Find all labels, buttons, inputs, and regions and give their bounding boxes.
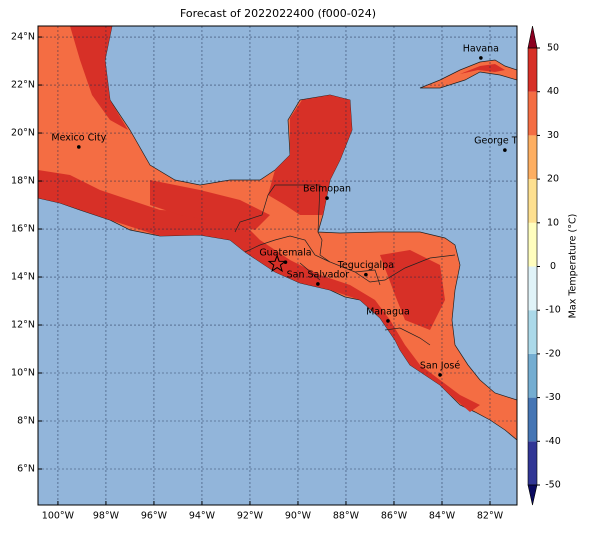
cities: Mexico City Havana George Town Belmopan Guat… [51, 43, 535, 377]
x-tick-label: 88°W [333, 511, 360, 522]
city-label: Managua [366, 306, 410, 317]
colorbar-segment [528, 310, 537, 354]
x-tick-label: 84°W [429, 511, 456, 522]
colorbar-over [527, 25, 538, 49]
city-label: George Town [474, 136, 535, 147]
y-tick-label: 22°N [11, 80, 35, 91]
x-tick-label: 86°W [381, 511, 408, 522]
city-dot [386, 319, 390, 323]
colorbar-segment [528, 353, 537, 398]
colorbar-label: Max Temperature (°C) [568, 214, 579, 319]
city-label: Guatemala [259, 248, 311, 259]
city-label: Havana [463, 43, 499, 54]
colorbar-segment [528, 179, 537, 223]
x-tick-label: 90°W [285, 511, 312, 522]
city-dot [325, 196, 329, 200]
colorbar-tick-label: 20 [547, 174, 559, 185]
y-tick-label: 24°N [11, 32, 35, 43]
y-tick-label: 18°N [11, 176, 35, 187]
city-label: San José [420, 360, 460, 371]
colorbar-tick-label: -10 [545, 305, 561, 316]
title: Forecast of 2022022400 (f000-024) [180, 7, 376, 20]
colorbar-tick-label: -20 [545, 348, 561, 359]
colorbar-tick-label: -30 [545, 392, 561, 403]
city-dot [503, 148, 507, 152]
land [38, 26, 517, 441]
city-label: Mexico City [51, 132, 106, 143]
border [234, 184, 456, 346]
colorbar-segment [528, 222, 537, 267]
x-tick-label: 92°W [237, 511, 264, 522]
y-tick-label: 10°N [11, 368, 35, 379]
warm-zone [70, 26, 128, 130]
x-tick-label: 100°W [42, 511, 75, 522]
map-frame [37, 25, 518, 506]
x-tick-label: 82°W [477, 511, 504, 522]
y-tick-label: 20°N [11, 128, 35, 139]
warm-zone [38, 170, 480, 412]
colorbar-segment [528, 266, 537, 311]
city-label: Belmopan [303, 184, 351, 195]
colorbar-tick-label: -50 [545, 480, 561, 491]
warm-zone [460, 64, 505, 74]
colorbar-tick-label: 30 [547, 130, 559, 141]
x-tick-label: 94°W [189, 511, 216, 522]
city-label: San Salvador [287, 269, 350, 280]
colorbar-tick-label: 0 [550, 261, 556, 272]
star-marker [267, 254, 287, 273]
colorbar-tick-label: 50 [547, 43, 559, 54]
y-tick-label: 6°N [17, 464, 35, 475]
city-dot [316, 282, 320, 286]
city-dot [438, 373, 442, 377]
y-tick-label: 16°N [11, 224, 35, 235]
colorbar-tick-label: 10 [547, 217, 559, 228]
colorbar-segment [528, 441, 537, 485]
colorbar-segment [528, 397, 537, 442]
city-dot [77, 145, 81, 149]
y-tick-label: 12°N [11, 320, 35, 331]
colorbar-segment [528, 91, 537, 136]
x-tick-label: 96°W [141, 511, 168, 522]
colorbar-under [527, 484, 538, 506]
colorbar-segment [528, 135, 537, 180]
warm-zone [380, 250, 445, 330]
colorbar-tick-label: 40 [547, 86, 559, 97]
warm-zone [150, 180, 270, 230]
colorbar-tick-label: -40 [545, 436, 561, 447]
city-dot [364, 272, 368, 277]
city-label: Tegucigalpa [337, 260, 394, 271]
y-tick-label: 14°N [11, 272, 35, 283]
city-dot [479, 56, 483, 60]
colorbar-segment [528, 48, 537, 92]
y-tick-label: 8°N [17, 416, 35, 427]
x-tick-label: 98°W [93, 511, 120, 522]
